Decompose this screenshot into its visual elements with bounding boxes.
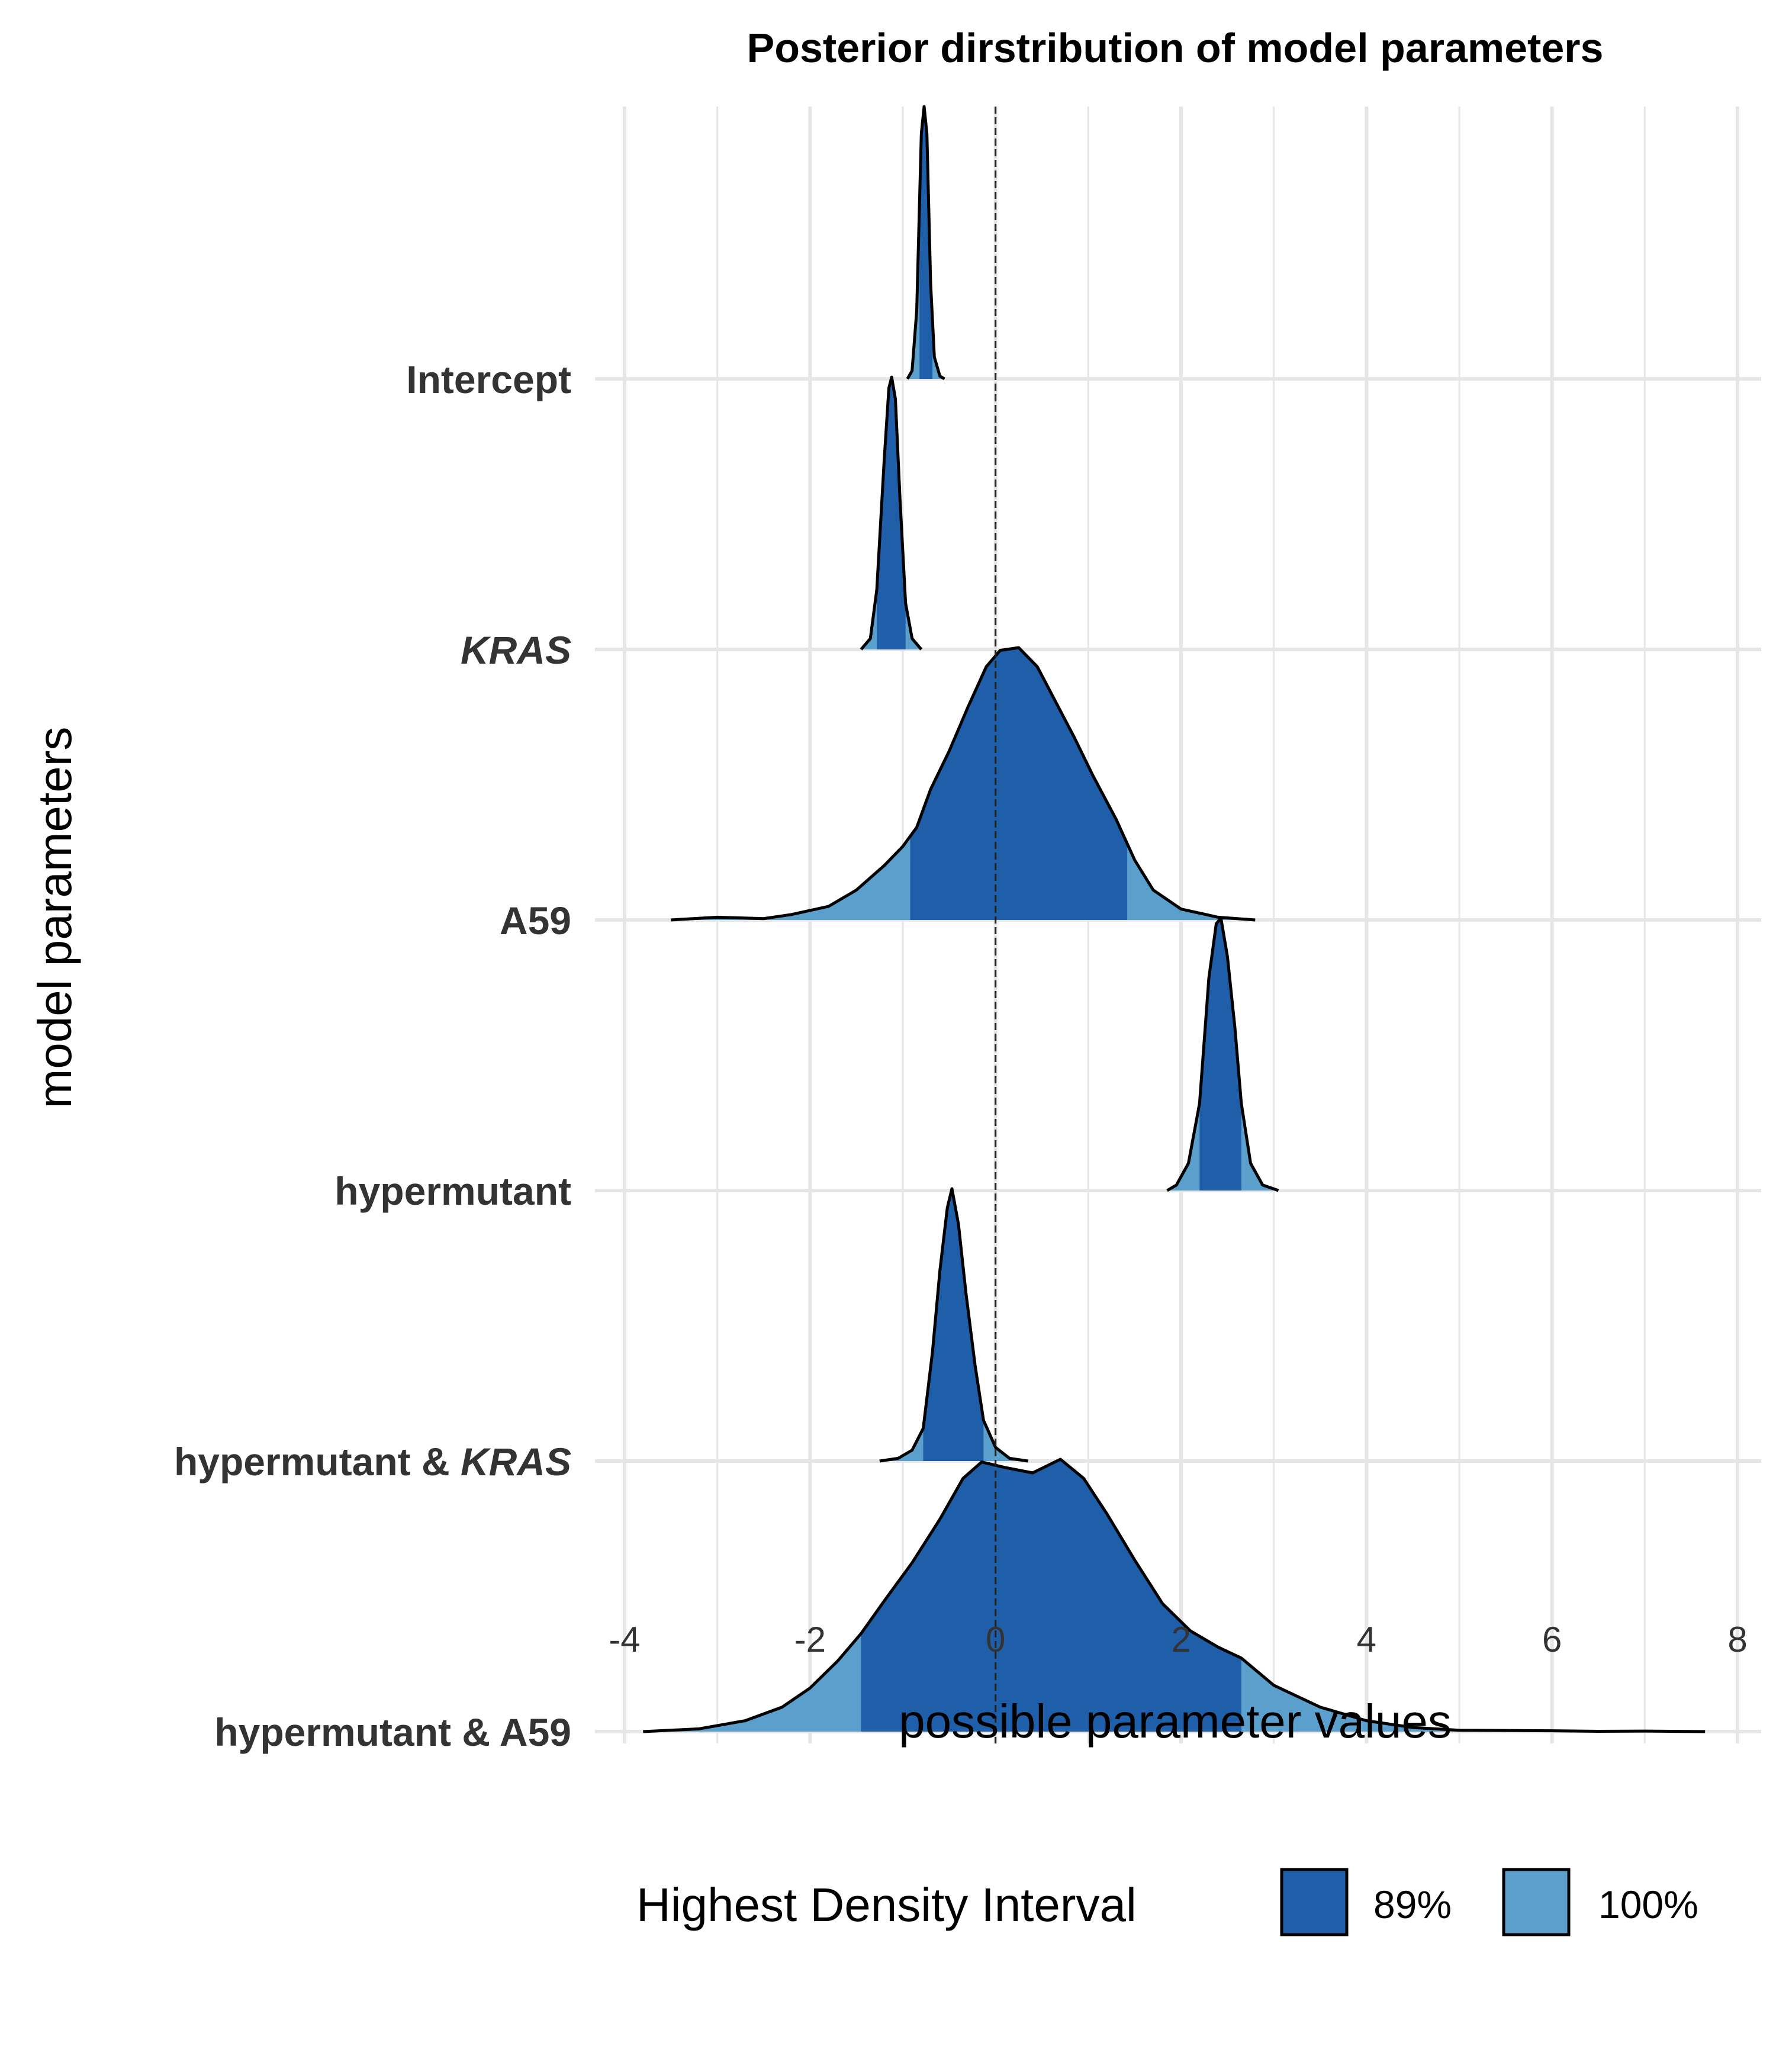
legend: Highest Density Interval 89% 100%	[636, 1868, 1698, 1936]
y-tick-label: KRAS	[461, 628, 571, 672]
hdi-89-area	[1199, 918, 1241, 1191]
x-tick-labels: -4 -2 0 2 4 6 8	[609, 1620, 1747, 1659]
y-tick-label: hypermutant & A59	[214, 1710, 571, 1754]
y-axis-label: model parameters	[28, 727, 81, 1109]
y-tick-label: A59	[500, 899, 571, 942]
x-tick-label: 2	[1171, 1620, 1191, 1659]
x-axis-label: possible parameter values	[899, 1695, 1452, 1748]
legend-swatch-100	[1502, 1868, 1571, 1936]
x-tick-label: -4	[609, 1620, 640, 1659]
chart-title: Posterior dirstribution of model paramet…	[747, 25, 1604, 71]
density-outline	[860, 375, 923, 651]
legend-label-100: 100%	[1598, 1883, 1698, 1926]
legend-swatch-89	[1280, 1868, 1349, 1936]
hdi-89-area	[919, 107, 933, 379]
ridge-a59	[671, 646, 1256, 922]
x-tick-label: 8	[1727, 1620, 1747, 1659]
y-tick-labels: Intercept KRAS A59 hypermutant hypermutant &…	[174, 358, 571, 1754]
density-outline	[879, 1187, 1028, 1463]
ridge-hypermutant	[1166, 916, 1279, 1192]
hdi-89-area	[861, 1459, 1241, 1732]
density-ridges	[643, 105, 1706, 1733]
y-tick-label: hypermutant & KRAS	[174, 1440, 571, 1484]
grid-lines	[595, 107, 1761, 1743]
y-tick-label-text: hypermutant &	[174, 1440, 461, 1484]
density-outline	[1166, 916, 1279, 1192]
x-tick-label: -2	[794, 1620, 826, 1659]
legend-title: Highest Density Interval	[636, 1878, 1137, 1931]
x-tick-label: 6	[1542, 1620, 1562, 1659]
y-tick-label: hypermutant	[334, 1169, 571, 1213]
density-outline	[643, 1458, 1706, 1733]
x-tick-label: 0	[986, 1620, 1005, 1659]
ridge-hypermutant-a59	[643, 1458, 1706, 1733]
hdi-89-area	[923, 1189, 984, 1461]
legend-label-89: 89%	[1373, 1883, 1452, 1926]
density-outline	[671, 646, 1256, 922]
y-tick-label-italic: KRAS	[461, 628, 571, 672]
x-tick-label: 4	[1357, 1620, 1376, 1659]
y-tick-label-italic: KRAS	[461, 1440, 571, 1484]
ridge-intercept	[906, 105, 945, 381]
ridge-hypermutant-kras	[879, 1187, 1028, 1463]
hdi-89-area	[877, 377, 906, 649]
density-outline	[906, 105, 945, 381]
y-tick-label: Intercept	[406, 358, 571, 401]
ridge-kras	[860, 375, 923, 651]
